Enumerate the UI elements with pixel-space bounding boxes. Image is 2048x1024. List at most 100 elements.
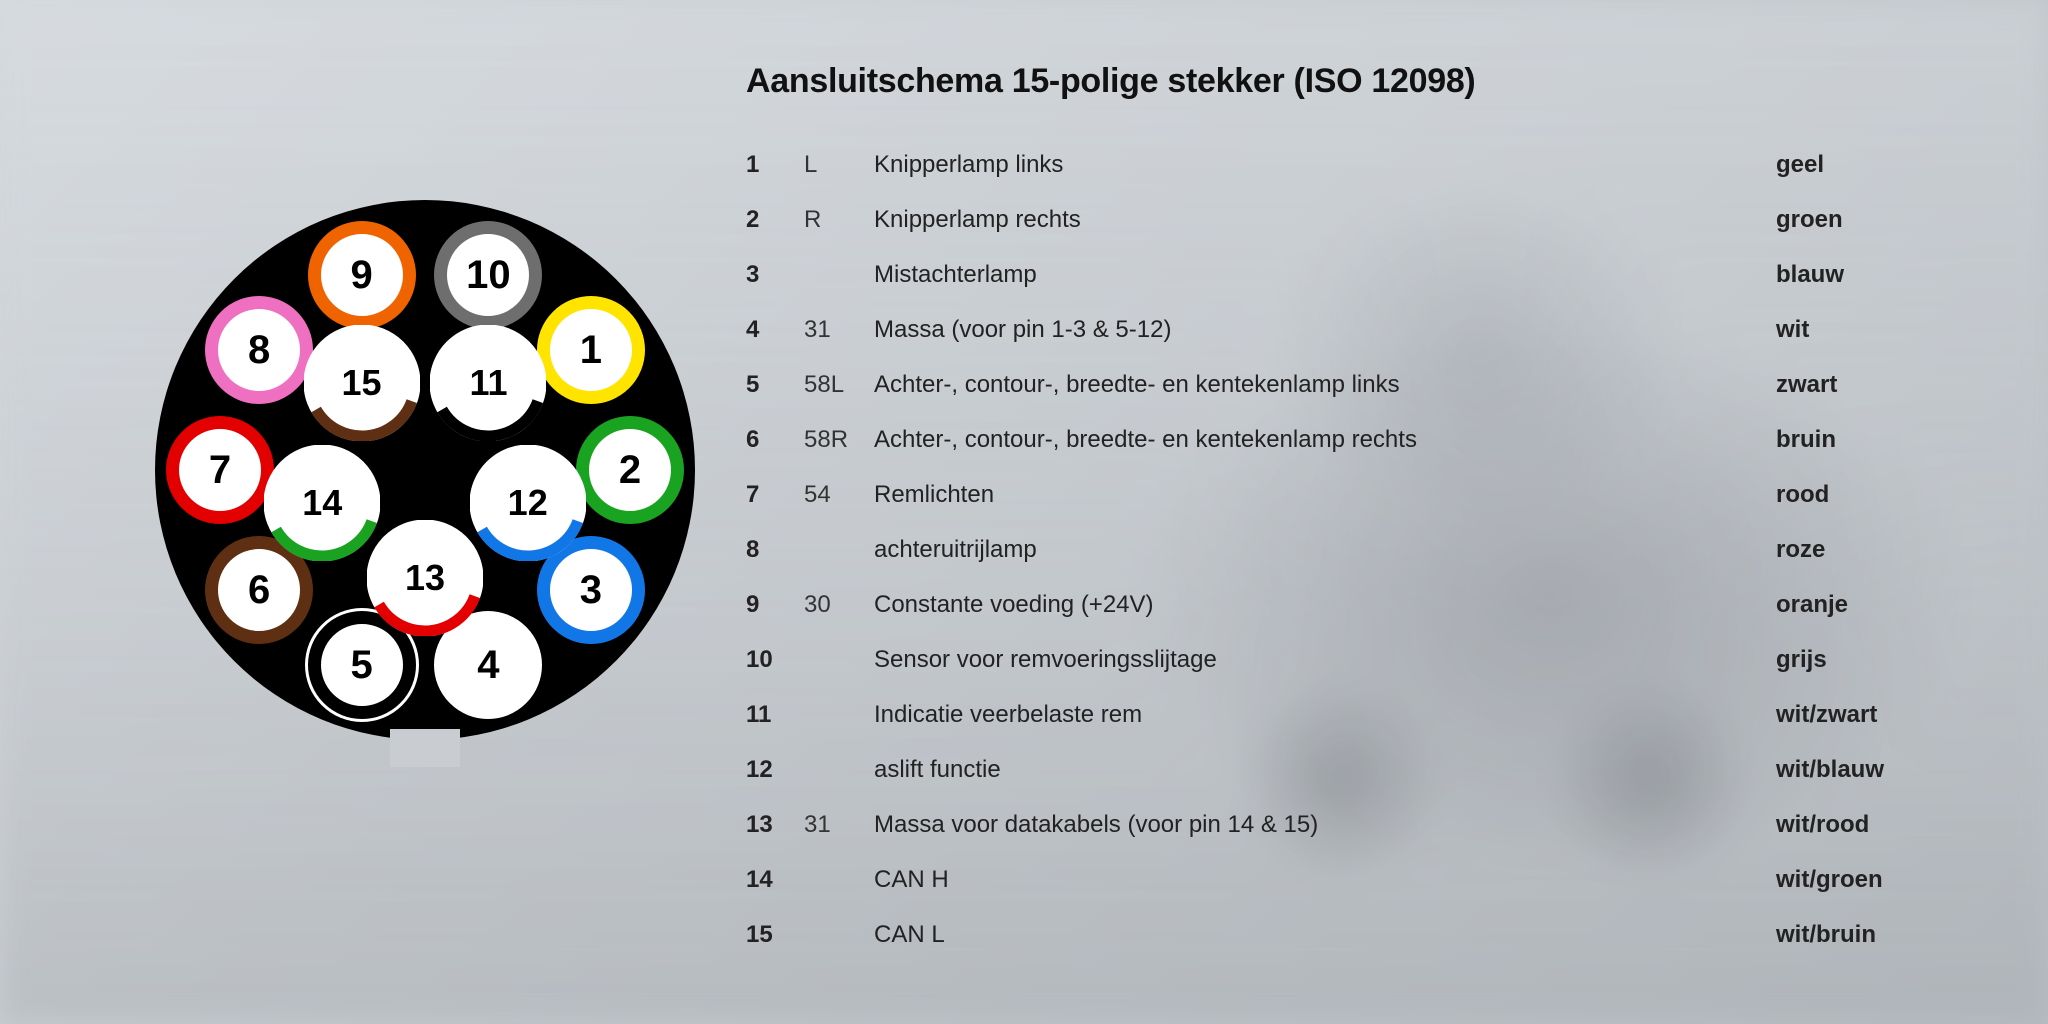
pin-15: 15 bbox=[312, 333, 412, 433]
pin-5: 5 bbox=[308, 611, 416, 719]
table-row: 558LAchter-, contour-, breedte- en kente… bbox=[746, 357, 1946, 412]
page: 123456789101112131415 Aansluitschema 15-… bbox=[0, 0, 2048, 1024]
table-row: 8 achteruitrijlamproze bbox=[746, 522, 1946, 577]
pin-10: 10 bbox=[434, 221, 542, 329]
cell-code: 58R bbox=[804, 426, 874, 454]
table-row: 658RAchter-, contour-, breedte- en kente… bbox=[746, 412, 1946, 467]
cell-pin: 2 bbox=[746, 206, 804, 234]
cell-pin: 13 bbox=[746, 811, 804, 839]
pin-7: 7 bbox=[166, 416, 274, 524]
cell-pin: 6 bbox=[746, 426, 804, 454]
cell-description: Indicatie veerbelaste rem bbox=[874, 701, 1776, 729]
cell-colour: bruin bbox=[1776, 426, 1946, 454]
cell-colour: wit/blauw bbox=[1776, 756, 1946, 784]
table-row: 431Massa (voor pin 1-3 & 5-12)wit bbox=[746, 302, 1946, 357]
pin-label: 12 bbox=[508, 485, 548, 521]
pin-9: 9 bbox=[308, 221, 416, 329]
cell-description: Massa (voor pin 1-3 & 5-12) bbox=[874, 316, 1776, 344]
cell-colour: oranje bbox=[1776, 591, 1946, 619]
table-row: 15 CAN Lwit/bruin bbox=[746, 907, 1946, 962]
table-row: 930Constante voeding (+24V)oranje bbox=[746, 577, 1946, 632]
connector-diagram: 123456789101112131415 bbox=[155, 200, 695, 765]
cell-description: Achter-, contour-, breedte- en kentekenl… bbox=[874, 371, 1776, 399]
pin-13: 13 bbox=[375, 528, 475, 628]
cell-pin: 12 bbox=[746, 756, 804, 784]
cell-colour: rood bbox=[1776, 481, 1946, 509]
table-row: 3 Mistachterlampblauw bbox=[746, 247, 1946, 302]
cell-colour: wit bbox=[1776, 316, 1946, 344]
pin-14: 14 bbox=[272, 453, 372, 553]
cell-colour: geel bbox=[1776, 151, 1946, 179]
cell-description: Knipperlamp rechts bbox=[874, 206, 1776, 234]
cell-colour: blauw bbox=[1776, 261, 1946, 289]
table-row: 10 Sensor voor remvoeringsslijtagegrijs bbox=[746, 632, 1946, 687]
pin-label: 13 bbox=[405, 560, 445, 596]
cell-description: Remlichten bbox=[874, 481, 1776, 509]
cell-code: 54 bbox=[804, 481, 874, 509]
cell-description: CAN L bbox=[874, 921, 1776, 949]
pin-label: 6 bbox=[248, 570, 270, 610]
pin-label: 14 bbox=[302, 485, 342, 521]
pin-11: 11 bbox=[438, 333, 538, 433]
cell-code: 31 bbox=[804, 811, 874, 839]
pin-label: 1 bbox=[580, 330, 602, 370]
connector-notch bbox=[390, 729, 460, 767]
cell-pin: 15 bbox=[746, 921, 804, 949]
table-row: 754Remlichtenrood bbox=[746, 467, 1946, 522]
pin-label: 5 bbox=[351, 645, 373, 685]
cell-colour: wit/bruin bbox=[1776, 921, 1946, 949]
pin-8: 8 bbox=[205, 296, 313, 404]
table-row: 1LKnipperlamp linksgeel bbox=[746, 137, 1946, 192]
pin-label: 4 bbox=[477, 645, 499, 685]
cell-pin: 14 bbox=[746, 866, 804, 894]
cell-colour: wit/zwart bbox=[1776, 701, 1946, 729]
pin-label: 9 bbox=[351, 255, 373, 295]
cell-description: achteruitrijlamp bbox=[874, 536, 1776, 564]
pin-label: 2 bbox=[619, 450, 641, 490]
table-row: 2RKnipperlamp rechtsgroen bbox=[746, 192, 1946, 247]
cell-code: R bbox=[804, 206, 874, 234]
cell-code: 30 bbox=[804, 591, 874, 619]
table-row: 12 aslift functiewit/blauw bbox=[746, 742, 1946, 797]
cell-code: 31 bbox=[804, 316, 874, 344]
table-row: 1331Massa voor datakabels (voor pin 14 &… bbox=[746, 797, 1946, 852]
cell-colour: zwart bbox=[1776, 371, 1946, 399]
pin-1: 1 bbox=[537, 296, 645, 404]
cell-description: Achter-, contour-, breedte- en kentekenl… bbox=[874, 426, 1776, 454]
cell-description: Mistachterlamp bbox=[874, 261, 1776, 289]
pin-6: 6 bbox=[205, 536, 313, 644]
pin-label: 10 bbox=[466, 255, 511, 295]
cell-description: Sensor voor remvoeringsslijtage bbox=[874, 646, 1776, 674]
cell-description: Massa voor datakabels (voor pin 14 & 15) bbox=[874, 811, 1776, 839]
cell-colour: wit/rood bbox=[1776, 811, 1946, 839]
cell-pin: 4 bbox=[746, 316, 804, 344]
pin-2: 2 bbox=[576, 416, 684, 524]
cell-pin: 3 bbox=[746, 261, 804, 289]
cell-pin: 1 bbox=[746, 151, 804, 179]
cell-description: Constante voeding (+24V) bbox=[874, 591, 1776, 619]
cell-pin: 10 bbox=[746, 646, 804, 674]
cell-pin: 9 bbox=[746, 591, 804, 619]
table-row: 11 Indicatie veerbelaste remwit/zwart bbox=[746, 687, 1946, 742]
pin-3: 3 bbox=[537, 536, 645, 644]
cell-colour: groen bbox=[1776, 206, 1946, 234]
cell-code: L bbox=[804, 151, 874, 179]
cell-pin: 7 bbox=[746, 481, 804, 509]
pin-label: 11 bbox=[469, 365, 507, 401]
cell-description: aslift functie bbox=[874, 756, 1776, 784]
cell-colour: roze bbox=[1776, 536, 1946, 564]
cell-pin: 8 bbox=[746, 536, 804, 564]
cell-code: 58L bbox=[804, 371, 874, 399]
cell-colour: wit/groen bbox=[1776, 866, 1946, 894]
table-row: 14 CAN Hwit/groen bbox=[746, 852, 1946, 907]
cell-pin: 11 bbox=[746, 701, 804, 729]
cell-description: Knipperlamp links bbox=[874, 151, 1776, 179]
pin-label: 15 bbox=[341, 365, 381, 401]
pin-label: 3 bbox=[580, 570, 602, 610]
page-title: Aansluitschema 15-polige stekker (ISO 12… bbox=[746, 62, 1946, 101]
cell-description: CAN H bbox=[874, 866, 1776, 894]
cell-colour: grijs bbox=[1776, 646, 1946, 674]
pin-label: 7 bbox=[209, 450, 231, 490]
pin-4: 4 bbox=[434, 611, 542, 719]
pin-label: 8 bbox=[248, 330, 270, 370]
